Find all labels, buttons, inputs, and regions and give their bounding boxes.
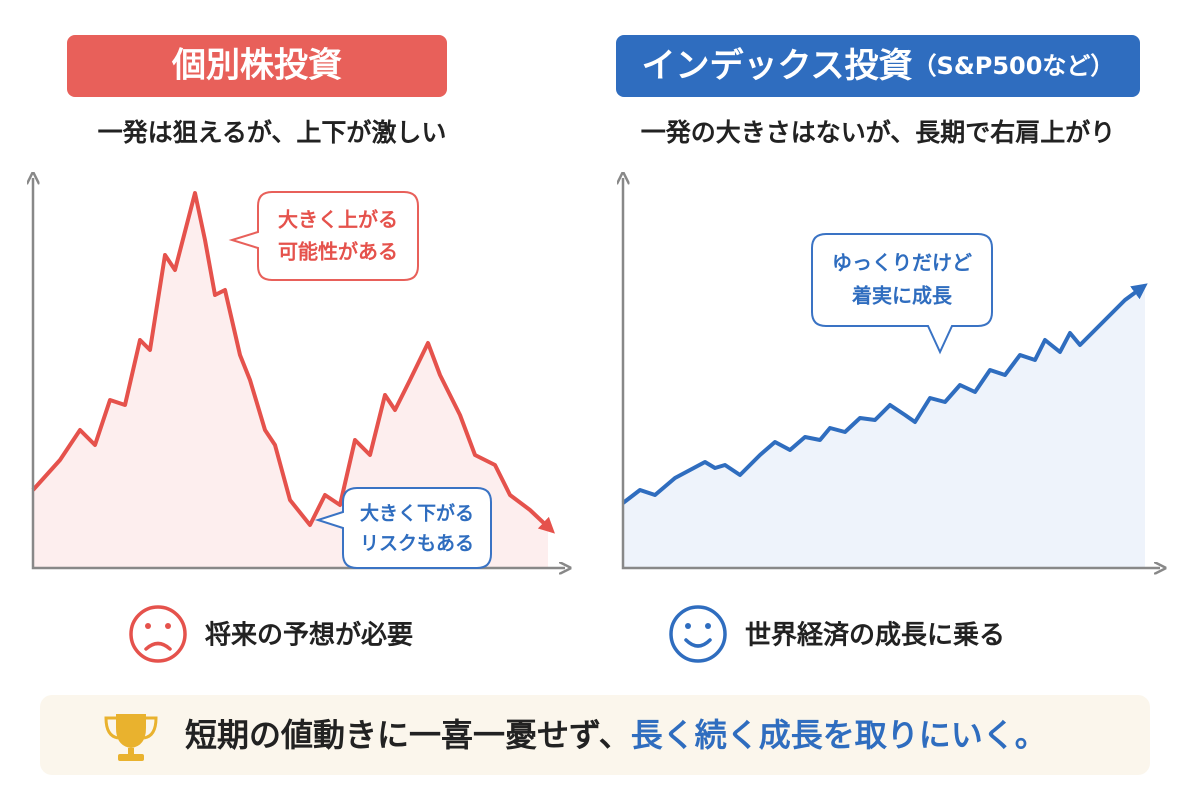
footer-box — [40, 695, 1150, 775]
right-subtitle: 一発の大きさはないが、長期で右肩上がり — [641, 118, 1116, 147]
callout-up-line: 可能性がある — [278, 240, 398, 264]
callout-up-line: 大きく上がる — [278, 208, 398, 232]
left-title-box — [67, 35, 447, 97]
left-subtitle: 一発は狙えるが、上下が激しい — [98, 118, 447, 147]
footer-text: 短期の値動きに一喜一憂せず、 — [185, 716, 631, 754]
eye — [705, 623, 711, 629]
smile-face — [669, 605, 727, 663]
eye — [145, 623, 151, 629]
eye — [685, 623, 691, 629]
left-note: 将来の予想が必要 — [205, 620, 413, 651]
left-title: 個別株投資 — [171, 46, 342, 86]
callout-down-line: 大きく下がる — [360, 502, 474, 525]
right-title-note: （S&P500など） — [913, 52, 1115, 80]
callout-steady-line: ゆっくりだけど — [832, 251, 972, 275]
footer-message: 短期の値動きに一喜一憂せず、長く続く成長を取りにいく。 — [185, 716, 1047, 754]
right-note: 世界経済の成長に乗る — [745, 620, 1005, 651]
right-area — [623, 286, 1145, 568]
eye — [165, 623, 171, 629]
right-axes — [623, 178, 1160, 568]
trophy-icon — [104, 714, 158, 761]
footer-highlight: 長く続く成長を取りにいく。 — [631, 716, 1047, 754]
right-title-main: インデックス投資 — [642, 46, 913, 86]
callout-steady — [811, 233, 993, 355]
callout-steady-line: 着実に成長 — [852, 284, 953, 308]
right-title: インデックス投資（S&P500など） — [642, 46, 1115, 86]
callout-down — [314, 487, 492, 569]
right-title-box — [616, 35, 1140, 97]
callout-down-line: リスクもある — [360, 533, 474, 555]
callout-up — [228, 191, 419, 281]
sad-face — [129, 605, 187, 663]
